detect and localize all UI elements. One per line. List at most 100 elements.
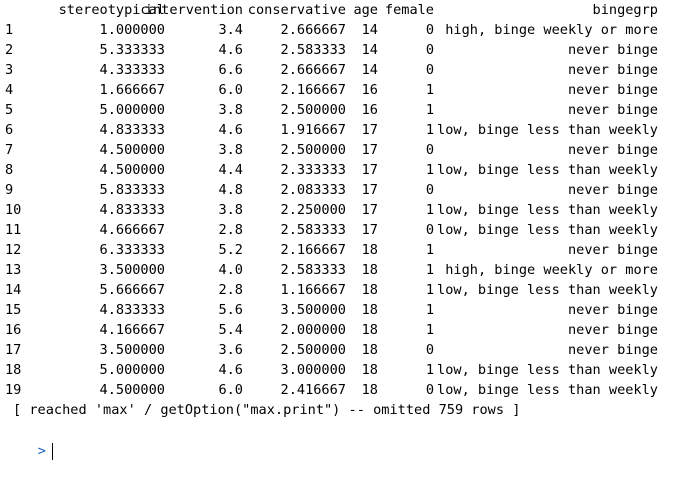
row-index: 13 (5, 262, 22, 278)
table-row: 9 5.833333 4.8 2.083333 17 0 never binge (5, 180, 677, 200)
cell-conservative: 2.583333 (280, 222, 346, 238)
cell-conservative: 2.583333 (280, 262, 346, 278)
table-row: 16 4.166667 5.4 2.000000 18 1 never binge (5, 320, 677, 340)
cell-age: 17 (361, 142, 378, 158)
table-body: 1 1.000000 3.4 2.666667 14 0 high, binge weekl… (5, 20, 677, 400)
cell-age: 18 (361, 242, 378, 258)
cell-stereotypical: 4.500000 (99, 142, 165, 158)
table-row: 7 4.500000 3.8 2.500000 17 0 never binge (5, 140, 677, 160)
cell-conservative: 1.916667 (280, 122, 346, 138)
row-index: 16 (5, 322, 22, 338)
row-index: 5 (5, 102, 14, 118)
cell-bingegrp: low, binge less than weekly (437, 282, 658, 298)
cell-stereotypical: 3.500000 (99, 262, 165, 278)
cell-female: 1 (425, 122, 434, 138)
cell-age: 14 (361, 22, 378, 38)
cell-age: 18 (361, 322, 378, 338)
cell-intervention: 5.2 (218, 242, 243, 258)
header-female: female (384, 2, 434, 18)
cell-conservative: 1.166667 (280, 282, 346, 298)
cell-age: 17 (361, 222, 378, 238)
cell-conservative: 2.500000 (280, 102, 346, 118)
cell-intervention: 4.0 (218, 262, 243, 278)
cell-female: 0 (425, 42, 434, 58)
cell-stereotypical: 1.666667 (99, 82, 165, 98)
cell-bingegrp: never binge (567, 342, 658, 358)
header-conservative: conservative (247, 2, 346, 18)
cell-stereotypical: 4.500000 (99, 162, 165, 178)
cell-female: 1 (425, 202, 434, 218)
cell-bingegrp: low, binge less than weekly (437, 162, 658, 178)
cell-bingegrp: low, binge less than weekly (437, 122, 658, 138)
table-row: 17 3.500000 3.6 2.500000 18 0 never binge (5, 340, 677, 360)
table-row: 15 4.833333 5.6 3.500000 18 1 never binge (5, 300, 677, 320)
table-row: 4 1.666667 6.0 2.166667 16 1 never binge (5, 80, 677, 100)
cell-female: 1 (425, 102, 434, 118)
cell-female: 0 (425, 22, 434, 38)
table-row: 1 1.000000 3.4 2.666667 14 0 high, binge weekl… (5, 20, 677, 40)
cell-age: 18 (361, 362, 378, 378)
cell-female: 1 (425, 302, 434, 318)
header-intervention: intervention (144, 2, 243, 18)
cell-female: 1 (425, 322, 434, 338)
r-console-output: stereotypical intervention conservative … (5, 0, 677, 460)
cell-female: 1 (425, 82, 434, 98)
cell-conservative: 2.416667 (280, 382, 346, 398)
row-index: 14 (5, 282, 22, 298)
cell-bingegrp: never binge (567, 182, 658, 198)
cell-stereotypical: 4.833333 (99, 202, 165, 218)
row-index: 8 (5, 162, 14, 178)
cell-bingegrp: low, binge less than weekly (437, 362, 658, 378)
cell-stereotypical: 5.666667 (99, 282, 165, 298)
cell-conservative: 2.000000 (280, 322, 346, 338)
cell-stereotypical: 4.833333 (99, 302, 165, 318)
table-row: 11 4.666667 2.8 2.583333 17 0 low, binge less … (5, 220, 677, 240)
table-row: 6 4.833333 4.6 1.916667 17 1 low, binge less t… (5, 120, 677, 140)
table-row: 14 5.666667 2.8 1.166667 18 1 low, binge less … (5, 280, 677, 300)
cell-female: 0 (425, 142, 434, 158)
cell-stereotypical: 1.000000 (99, 22, 165, 38)
cell-stereotypical: 5.000000 (99, 362, 165, 378)
row-index: 18 (5, 362, 22, 378)
cell-intervention: 6.6 (218, 62, 243, 78)
console-input-line[interactable]: > (5, 421, 677, 460)
cell-age: 17 (361, 122, 378, 138)
cell-stereotypical: 4.500000 (99, 382, 165, 398)
max-print-notice: [ reached 'max' / getOption("max.print")… (13, 402, 521, 418)
cell-intervention: 4.6 (218, 122, 243, 138)
cell-intervention: 3.4 (218, 22, 243, 38)
cell-bingegrp: high, binge weekly or more (445, 22, 658, 38)
cell-stereotypical: 4.666667 (99, 222, 165, 238)
cell-intervention: 6.0 (218, 382, 243, 398)
row-index: 9 (5, 182, 14, 198)
table-row: 2 5.333333 4.6 2.583333 14 0 never binge (5, 40, 677, 60)
cell-intervention: 3.6 (218, 342, 243, 358)
cell-conservative: 2.583333 (280, 42, 346, 58)
cell-age: 17 (361, 162, 378, 178)
cell-conservative: 2.166667 (280, 82, 346, 98)
row-index: 15 (5, 302, 22, 318)
table-row: 10 4.833333 3.8 2.250000 17 1 low, binge less … (5, 200, 677, 220)
cell-age: 16 (361, 82, 378, 98)
cell-stereotypical: 4.833333 (99, 122, 165, 138)
cell-stereotypical: 4.166667 (99, 322, 165, 338)
cell-conservative: 3.500000 (280, 302, 346, 318)
cell-bingegrp: never binge (567, 242, 658, 258)
cell-intervention: 5.4 (218, 322, 243, 338)
cell-bingegrp: never binge (567, 102, 658, 118)
cell-conservative: 2.500000 (280, 342, 346, 358)
cell-age: 18 (361, 382, 378, 398)
cell-bingegrp: never binge (567, 302, 658, 318)
cell-female: 1 (425, 362, 434, 378)
cell-age: 18 (361, 282, 378, 298)
table-row: 18 5.000000 4.6 3.000000 18 1 low, binge less … (5, 360, 677, 380)
cell-age: 18 (361, 302, 378, 318)
cell-conservative: 2.333333 (280, 162, 346, 178)
cell-intervention: 3.8 (218, 102, 243, 118)
cell-age: 18 (361, 342, 378, 358)
header-stereotypical: stereotypical (58, 2, 165, 18)
row-index: 7 (5, 142, 14, 158)
cell-intervention: 5.6 (218, 302, 243, 318)
row-index: 12 (5, 242, 22, 258)
cell-age: 14 (361, 62, 378, 78)
